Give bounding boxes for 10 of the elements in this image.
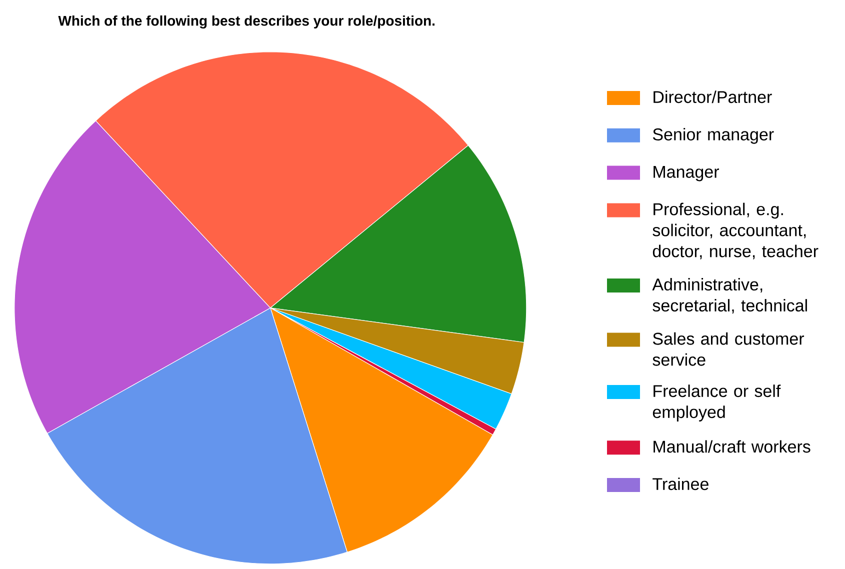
legend-label: Sales and customer service (652, 332, 804, 366)
chart-title: Which of the following best describes your role/position. (58, 15, 435, 29)
legend-label: Freelance or self employed (652, 384, 781, 422)
legend-label: Professional, e.g. solicitor, accountant, doctor, nurse, teacher (652, 202, 818, 260)
legend-label: Administrative, secretarial, technical (652, 278, 807, 314)
legend-label: Manager (654, 166, 720, 182)
legend-label: Manual/craft workers (654, 440, 810, 453)
legend-label: Director/Partner (654, 90, 772, 104)
legend-label: Senior manager (652, 128, 774, 144)
legend-label: Trainee (652, 478, 708, 490)
